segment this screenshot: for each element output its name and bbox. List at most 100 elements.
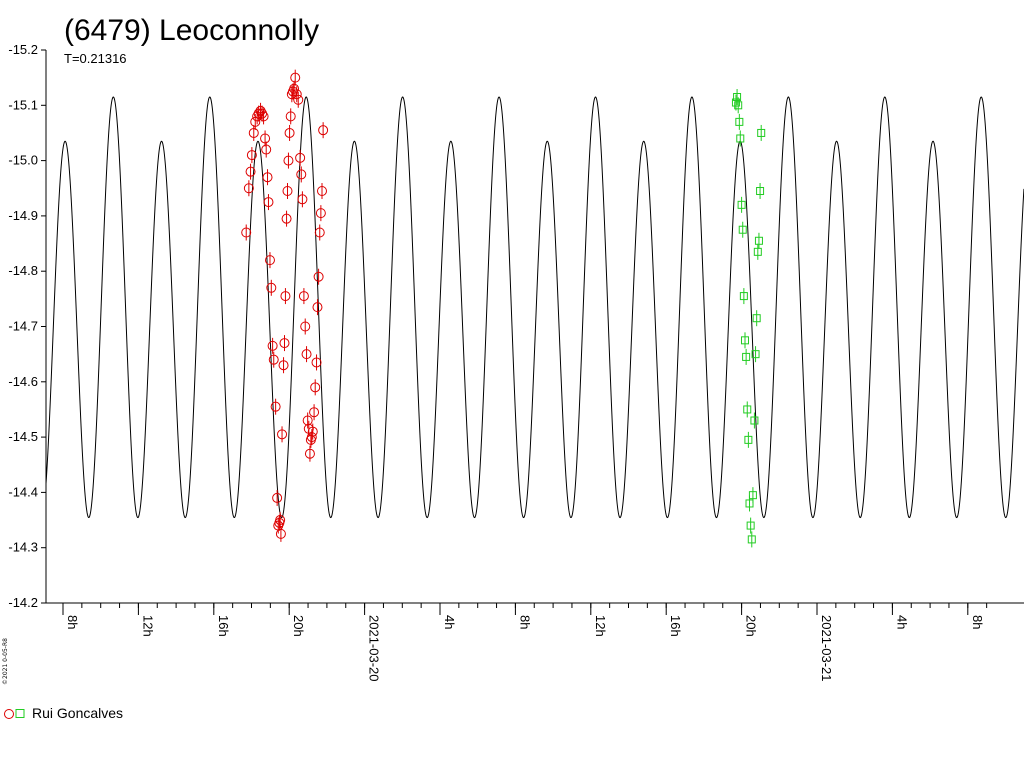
data-point-square: [738, 225, 747, 234]
data-point-square: [750, 416, 759, 425]
data-point-circle: [296, 169, 307, 180]
data-point-circle: [264, 255, 275, 266]
legend-square-marker: [15, 709, 25, 718]
data-point-circle: [310, 382, 321, 393]
x-tick-label: 4h: [442, 615, 457, 629]
legend-label: Rui Goncalves: [32, 705, 123, 721]
y-tick-label: -14.7: [8, 319, 38, 334]
data-point-circle: [293, 94, 304, 105]
data-point-square: [754, 236, 763, 245]
model-curve: [45, 96, 1024, 519]
x-tick-label: 8h: [970, 615, 985, 629]
data-point-circle: [262, 172, 273, 183]
data-point-square: [734, 101, 743, 110]
data-point-circle: [289, 83, 300, 94]
y-axis-ticks: -15.2 -15.1 -15.0 -14.9 -14.8 -14.7 -14.6 -14.5…: [8, 42, 46, 610]
y-tick-label: -14.8: [8, 263, 38, 278]
data-point-circle: [267, 340, 278, 351]
y-tick-label: -14.4: [8, 484, 38, 499]
data-point-circle: [246, 150, 257, 161]
data-point-circle: [295, 152, 306, 163]
data-point-square: [735, 117, 744, 126]
data-point-circle: [283, 155, 294, 166]
data-point-circle: [297, 194, 308, 205]
series-group: [241, 69, 329, 542]
data-point-circle: [318, 125, 329, 136]
credit-text: ©2021 0-05-R8: [2, 638, 9, 685]
data-point-circle: [290, 72, 301, 83]
data-series: [241, 69, 766, 548]
y-tick-label: -14.6: [8, 374, 38, 389]
y-tick-label: -15.1: [8, 97, 38, 112]
data-point-circle: [272, 492, 283, 503]
x-tick-label: 12h: [140, 615, 155, 637]
data-point-square: [737, 200, 746, 209]
data-point-circle: [309, 407, 320, 418]
x-tick-label: 12h: [593, 615, 608, 637]
y-tick-label: -14.9: [8, 208, 38, 223]
data-point-circle: [275, 528, 286, 539]
x-tick-label: 2021-03-21: [819, 615, 834, 682]
chart-subtitle: T=0.21316: [64, 51, 127, 66]
data-point-square: [745, 499, 754, 508]
y-tick-label: -14.5: [8, 429, 38, 444]
data-point-circle: [241, 227, 252, 238]
legend: Rui Goncalves: [4, 705, 123, 721]
data-point-circle: [312, 302, 323, 313]
data-point-square: [742, 352, 751, 361]
x-tick-label: 20h: [744, 615, 759, 637]
y-tick-label: -14.2: [8, 595, 38, 610]
data-point-circle: [313, 271, 324, 282]
data-point-circle: [250, 116, 261, 127]
chart-title: (6479) Leoconnolly: [64, 14, 319, 47]
y-tick-label: -15.0: [8, 153, 38, 168]
data-point-circle: [306, 432, 317, 443]
data-point-square: [740, 336, 749, 345]
data-point-circle: [307, 426, 318, 437]
data-point-circle: [248, 127, 259, 138]
y-tick-label: -14.3: [8, 540, 38, 555]
y-tick-label: -15.2: [8, 42, 38, 57]
data-point-square: [733, 93, 742, 102]
data-point-circle: [261, 144, 272, 155]
data-point-circle: [298, 291, 309, 302]
data-point-circle: [301, 349, 312, 360]
data-point-circle: [243, 183, 254, 194]
data-point-circle: [291, 89, 302, 100]
data-point-square: [753, 247, 762, 256]
data-point-square: [739, 292, 748, 301]
x-tick-label: 8h: [65, 615, 80, 629]
data-point-circle: [285, 111, 296, 122]
data-point-circle: [257, 108, 268, 119]
data-point-square: [751, 350, 760, 359]
data-point-circle: [279, 338, 290, 349]
data-point-circle: [255, 105, 266, 116]
data-point-circle: [266, 282, 277, 293]
data-point-circle: [314, 227, 325, 238]
data-point-square: [746, 521, 755, 530]
data-point-circle: [280, 291, 291, 302]
x-tick-label: 16h: [668, 615, 683, 637]
data-point-circle: [245, 166, 256, 177]
x-axis-ticks: 8h 12h 16h 20h 2021-03-20 4h 8h 12h 16h 20h 2021-0…: [62, 603, 988, 682]
data-point-circle: [258, 111, 269, 122]
data-point-circle: [275, 515, 286, 526]
data-point-circle: [260, 133, 271, 144]
data-point-circle: [282, 186, 293, 197]
data-point-circle: [311, 357, 322, 368]
data-point-circle: [270, 401, 281, 412]
x-tick-label: 20h: [291, 615, 306, 637]
data-point-square: [747, 535, 756, 544]
x-tick-label: 8h: [517, 615, 532, 629]
data-point-circle: [316, 186, 327, 197]
data-point-square: [748, 491, 757, 500]
data-point-circle: [284, 127, 295, 138]
data-point-circle: [315, 208, 326, 219]
x-tick-label: 16h: [216, 615, 231, 637]
data-point-circle: [302, 415, 313, 426]
data-point-square: [736, 134, 745, 143]
x-tick-label: 4h: [894, 615, 909, 629]
legend-circle-marker: [4, 709, 14, 719]
data-point-square: [744, 435, 753, 444]
data-point-circle: [278, 360, 289, 371]
